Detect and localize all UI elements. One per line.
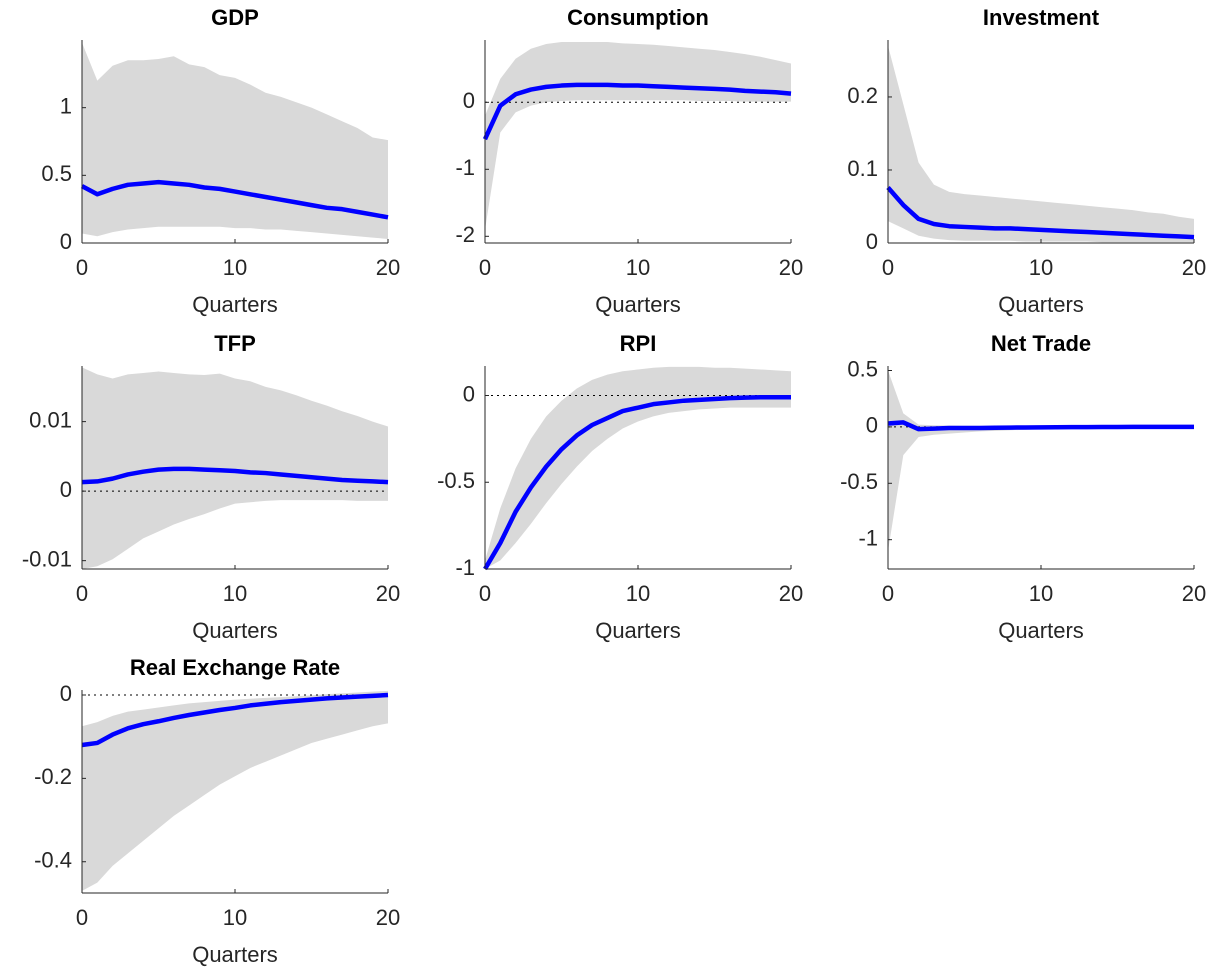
x-tick-label: 10 <box>626 255 650 280</box>
x-axis-label: Quarters <box>192 942 278 967</box>
y-tick-label: -0.01 <box>22 546 72 571</box>
x-tick-label: 10 <box>1029 255 1053 280</box>
x-axis-label: Quarters <box>192 292 278 317</box>
x-tick-label: 20 <box>376 255 400 280</box>
chart-title: RPI <box>620 331 657 356</box>
line <box>81 692 389 748</box>
x-tick-label: 20 <box>376 905 400 930</box>
chart-title: Real Exchange Rate <box>130 655 340 680</box>
y-tick-label: 0 <box>60 681 72 706</box>
x-tick-label: 10 <box>223 581 247 606</box>
chart-title: Investment <box>983 5 1100 30</box>
confidence-band <box>485 366 791 569</box>
x-axis-label: Quarters <box>595 618 681 643</box>
chart-title: GDP <box>211 5 259 30</box>
chart-title: Consumption <box>567 5 709 30</box>
x-tick-label: 0 <box>882 581 894 606</box>
x-tick-label: 10 <box>223 255 247 280</box>
x-tick-label: 20 <box>1182 255 1206 280</box>
x-tick-label: 0 <box>76 905 88 930</box>
confidence-band <box>82 367 388 569</box>
y-tick-label: 0 <box>60 229 72 254</box>
chart-title: TFP <box>214 331 256 356</box>
x-tick-label: 0 <box>479 581 491 606</box>
y-tick-label: -1 <box>858 525 878 550</box>
y-tick-label: -2 <box>455 222 475 247</box>
x-axis-label: Quarters <box>998 292 1084 317</box>
x-axis-label: Quarters <box>998 618 1084 643</box>
y-tick-label: 0 <box>60 477 72 502</box>
x-axis-label: Quarters <box>595 292 681 317</box>
line <box>482 82 792 141</box>
confidence-band <box>485 42 791 230</box>
x-tick-label: 0 <box>882 255 894 280</box>
confidence-band <box>82 42 388 239</box>
y-tick-label: 0.5 <box>847 356 878 381</box>
x-tick-label: 20 <box>1182 581 1206 606</box>
x-tick-label: 10 <box>223 905 247 930</box>
x-tick-label: 20 <box>376 581 400 606</box>
line <box>886 186 1195 240</box>
line <box>483 394 791 571</box>
y-tick-label: -0.5 <box>840 469 878 494</box>
y-tick-label: 0 <box>866 229 878 254</box>
confidence-band <box>888 45 1194 243</box>
x-tick-label: 20 <box>779 581 803 606</box>
line <box>80 179 389 220</box>
y-tick-label: -1 <box>455 555 475 580</box>
y-tick-label: -0.2 <box>34 764 72 789</box>
y-tick-label: 0 <box>866 413 878 438</box>
y-tick-label: 0 <box>463 381 475 406</box>
x-tick-label: 0 <box>76 255 88 280</box>
y-tick-label: 1 <box>60 93 72 118</box>
x-axis-label: Quarters <box>192 618 278 643</box>
x-tick-label: 20 <box>779 255 803 280</box>
x-tick-label: 0 <box>479 255 491 280</box>
line <box>887 420 1194 432</box>
chart-title: Net Trade <box>991 331 1091 356</box>
x-tick-label: 10 <box>1029 581 1053 606</box>
line <box>81 466 389 485</box>
x-tick-label: 0 <box>76 581 88 606</box>
confidence-band <box>888 370 1194 551</box>
y-tick-label: -0.4 <box>34 848 72 873</box>
y-tick-label: 0.2 <box>847 83 878 108</box>
y-tick-label: 0 <box>463 88 475 113</box>
y-tick-label: -1 <box>455 155 475 180</box>
confidence-band <box>82 690 388 891</box>
y-tick-label: 0.5 <box>41 161 72 186</box>
y-tick-label: 0.1 <box>847 156 878 181</box>
x-tick-label: 10 <box>626 581 650 606</box>
y-tick-label: -0.5 <box>437 468 475 493</box>
y-tick-label: 0.01 <box>29 407 72 432</box>
